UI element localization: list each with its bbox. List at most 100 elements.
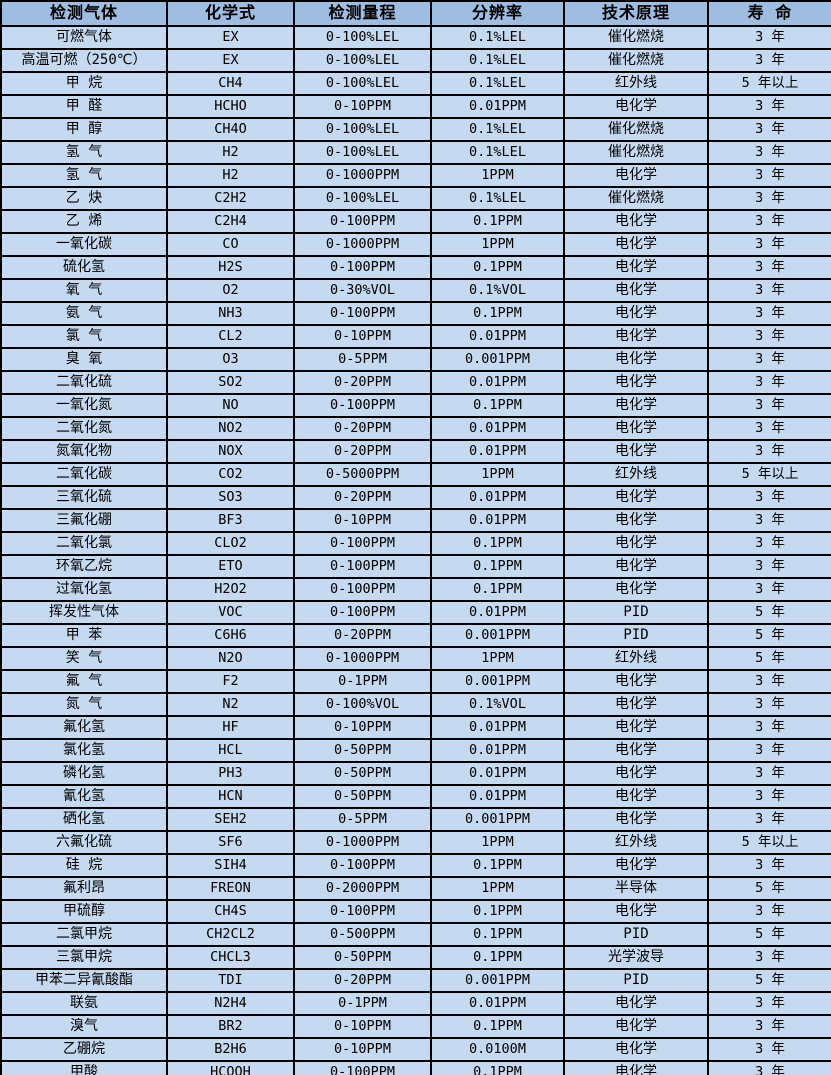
cell: 3 年: [707, 439, 831, 464]
cell: 3 年: [707, 324, 831, 349]
cell: 0.01PPM: [430, 600, 565, 625]
cell: 0-50PPM: [293, 738, 432, 763]
table-row: 氰化氢 HCN 0-50PPM 0.01PPM 电化学 3 年: [0, 784, 831, 809]
cell: 电化学: [563, 692, 709, 717]
cell: 电化学: [563, 899, 709, 924]
table-row: 氢 气 H2 0-100%LEL 0.1%LEL 催化燃烧 3 年: [0, 140, 831, 165]
cell: 氯化氢: [0, 738, 168, 763]
cell: PID: [563, 922, 709, 947]
table-row: 六氟化硫 SF6 0-1000PPM 1PPM 红外线 5 年以上: [0, 830, 831, 855]
cell: PID: [563, 600, 709, 625]
cell: SO2: [166, 370, 295, 395]
cell: 0.1%LEL: [430, 186, 565, 211]
cell: 0.01PPM: [430, 485, 565, 510]
table-row: 硒化氢 SEH2 0-5PPM 0.001PPM 电化学 3 年: [0, 807, 831, 832]
cell: 0-100%LEL: [293, 25, 432, 50]
cell: 电化学: [563, 991, 709, 1016]
cell: 0-100%LEL: [293, 48, 432, 73]
cell: 3 年: [707, 485, 831, 510]
cell: 甲硫醇: [0, 899, 168, 924]
cell: 3 年: [707, 577, 831, 602]
cell: 0.01PPM: [430, 761, 565, 786]
cell: 挥发性气体: [0, 600, 168, 625]
table-row: 挥发性气体 VOC 0-100PPM 0.01PPM PID 5 年: [0, 600, 831, 625]
cell: 0.1PPM: [430, 209, 565, 234]
cell: 磷化氢: [0, 761, 168, 786]
table-row: 三氯甲烷 CHCL3 0-50PPM 0.1PPM 光学波导 3 年: [0, 945, 831, 970]
table-row: 甲苯二异氰酸酯 TDI 0-20PPM 0.001PPM PID 5 年: [0, 968, 831, 993]
cell: 0.1PPM: [430, 853, 565, 878]
cell: 甲 醛: [0, 94, 168, 119]
cell: 0-1PPM: [293, 669, 432, 694]
cell: TDI: [166, 968, 295, 993]
cell: 0-10PPM: [293, 508, 432, 533]
cell: H2S: [166, 255, 295, 280]
cell: 5 年以上: [707, 71, 831, 96]
cell: 1PPM: [430, 462, 565, 487]
cell: 0.1PPM: [430, 255, 565, 280]
cell: 3 年: [707, 1060, 831, 1075]
cell: 氟 气: [0, 669, 168, 694]
cell: 红外线: [563, 830, 709, 855]
cell: 0-2000PPM: [293, 876, 432, 901]
cell: 三氧化硫: [0, 485, 168, 510]
cell: 氰化氢: [0, 784, 168, 809]
table-row: 三氧化硫 SO3 0-20PPM 0.01PPM 电化学 3 年: [0, 485, 831, 510]
cell: NH3: [166, 301, 295, 326]
cell: 5 年以上: [707, 830, 831, 855]
cell: 二氯甲烷: [0, 922, 168, 947]
cell: 甲 醇: [0, 117, 168, 142]
cell: 0.0100M: [430, 1037, 565, 1062]
cell: 0.1PPM: [430, 945, 565, 970]
cell: 电化学: [563, 485, 709, 510]
column-header-2: 化学式: [166, 0, 295, 27]
cell: 0-100%LEL: [293, 186, 432, 211]
cell: 0-100PPM: [293, 899, 432, 924]
cell: N2O: [166, 646, 295, 671]
table-row: 环氧乙烷 ETO 0-100PPM 0.1PPM 电化学 3 年: [0, 554, 831, 579]
cell: 0-10PPM: [293, 324, 432, 349]
cell: 0.01PPM: [430, 508, 565, 533]
cell: 电化学: [563, 393, 709, 418]
cell: 3 年: [707, 370, 831, 395]
cell: 0.1PPM: [430, 531, 565, 556]
cell: 电化学: [563, 577, 709, 602]
table-row: 臭 氧 O3 0-5PPM 0.001PPM 电化学 3 年: [0, 347, 831, 372]
cell: 0.001PPM: [430, 968, 565, 993]
cell: 0.01PPM: [430, 991, 565, 1016]
cell: NO: [166, 393, 295, 418]
cell: 氮氧化物: [0, 439, 168, 464]
cell: 0.1%VOL: [430, 692, 565, 717]
cell: 3 年: [707, 738, 831, 763]
cell: 乙 烯: [0, 209, 168, 234]
cell: 0.01PPM: [430, 738, 565, 763]
cell: 0.01PPM: [430, 439, 565, 464]
cell: 二氧化碳: [0, 462, 168, 487]
cell: HCL: [166, 738, 295, 763]
cell: 0-100PPM: [293, 209, 432, 234]
cell: HCHO: [166, 94, 295, 119]
table-row: 甲 醛 HCHO 0-10PPM 0.01PPM 电化学 3 年: [0, 94, 831, 119]
table-row: 氨 气 NH3 0-100PPM 0.1PPM 电化学 3 年: [0, 301, 831, 326]
cell: 0-20PPM: [293, 416, 432, 441]
table-row: 甲 醇 CH4O 0-100%LEL 0.1%LEL 催化燃烧 3 年: [0, 117, 831, 142]
cell: 0-5PPM: [293, 347, 432, 372]
table-row: 硫化氢 H2S 0-100PPM 0.1PPM 电化学 3 年: [0, 255, 831, 280]
cell: 电化学: [563, 94, 709, 119]
cell: 0-100%LEL: [293, 140, 432, 165]
cell: 5 年: [707, 922, 831, 947]
cell: 3 年: [707, 255, 831, 280]
cell: 1PPM: [430, 232, 565, 257]
cell: BR2: [166, 1014, 295, 1039]
cell: 0-50PPM: [293, 784, 432, 809]
cell: 电化学: [563, 1037, 709, 1062]
table-row: 高温可燃（250℃） EX 0-100%LEL 0.1%LEL 催化燃烧 3 年: [0, 48, 831, 73]
cell: 5 年: [707, 876, 831, 901]
cell: 0-1PPM: [293, 991, 432, 1016]
table-row: 氟化氢 HF 0-10PPM 0.01PPM 电化学 3 年: [0, 715, 831, 740]
table-row: 二氧化氯 CLO2 0-100PPM 0.1PPM 电化学 3 年: [0, 531, 831, 556]
cell: 3 年: [707, 1014, 831, 1039]
table-row: 氧 气 O2 0-30%VOL 0.1%VOL 电化学 3 年: [0, 278, 831, 303]
cell: 0.1%LEL: [430, 140, 565, 165]
table-row: 三氟化硼 BF3 0-10PPM 0.01PPM 电化学 3 年: [0, 508, 831, 533]
